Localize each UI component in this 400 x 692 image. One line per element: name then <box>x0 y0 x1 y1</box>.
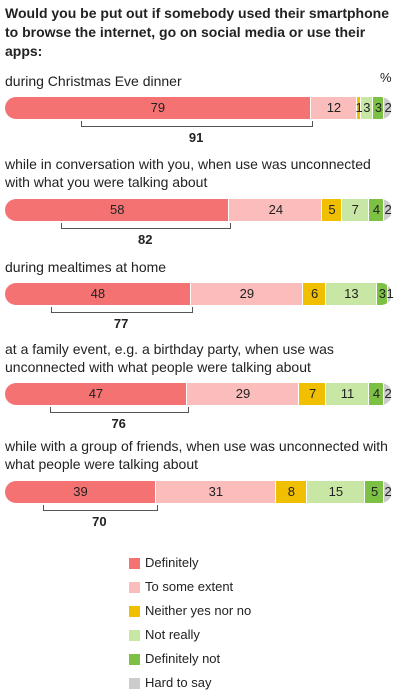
bar-segment <box>376 283 389 305</box>
bar-segment <box>388 283 392 305</box>
value-label: 31 <box>208 484 224 499</box>
value-label: 47 <box>88 386 104 401</box>
bar-track <box>5 383 392 405</box>
legend-swatch <box>129 630 140 641</box>
bracket <box>51 307 193 313</box>
bar-segment <box>5 199 230 221</box>
bar-segment <box>155 481 276 503</box>
bar-segment <box>5 481 156 503</box>
bracket <box>50 407 189 413</box>
bar-segment <box>186 383 300 405</box>
bar-segment <box>302 283 327 305</box>
bar-segment <box>5 283 191 305</box>
bar-segment <box>384 199 392 221</box>
bar-segment <box>322 199 342 221</box>
bar-segment <box>372 97 385 119</box>
bar-segment <box>229 199 323 221</box>
value-label: 4 <box>372 386 381 401</box>
legend-label: Hard to say <box>145 675 212 690</box>
legend-swatch <box>129 654 140 665</box>
legend-swatch <box>129 678 140 689</box>
bar-track <box>5 481 392 503</box>
value-label: 3 <box>378 286 386 301</box>
category-label: during Christmas Eve dinner <box>5 73 182 89</box>
category-label: at a family event, e.g. a birthday party… <box>5 341 334 375</box>
legend-swatch <box>129 558 140 569</box>
value-label: 2 <box>384 100 392 115</box>
value-label: 3 <box>374 100 383 115</box>
value-label: 24 <box>268 202 284 217</box>
value-label: 1 <box>386 286 394 301</box>
value-label: 5 <box>328 202 336 217</box>
bar-segment <box>310 97 358 119</box>
bar-segment <box>326 383 369 405</box>
category-label: during mealtimes at home <box>5 259 167 275</box>
value-label: 4 <box>372 202 381 217</box>
bar-segment <box>5 97 311 119</box>
bar-segment <box>275 481 307 503</box>
value-label: 2 <box>384 484 392 499</box>
value-label: 13 <box>344 286 359 301</box>
bar-segment <box>368 199 385 221</box>
bar-segment <box>5 383 187 405</box>
value-label: 7 <box>309 386 317 401</box>
bar-track <box>5 199 392 221</box>
bar-segment <box>364 481 385 503</box>
category-label: while with a group of friends, when use … <box>5 438 388 472</box>
category-label: while in conversation with you, when use… <box>5 156 371 190</box>
bar-segment <box>306 481 365 503</box>
legend-swatch <box>129 606 140 617</box>
value-label: 6 <box>310 286 319 301</box>
value-label: 2 <box>384 386 392 401</box>
value-label: 3 <box>363 100 371 115</box>
value-label: 8 <box>287 484 295 499</box>
bar-track <box>5 283 392 305</box>
bracket <box>61 223 232 229</box>
bar-track <box>5 97 392 119</box>
bar-segment <box>361 97 373 119</box>
chart-title: Would you be put out if somebody used th… <box>5 5 389 59</box>
bracket <box>42 505 158 511</box>
total-label: 76 <box>111 416 126 431</box>
bar-segment <box>341 199 369 221</box>
bar-segment <box>299 383 327 405</box>
bar-segment <box>190 283 303 305</box>
bar-segment <box>384 481 392 503</box>
bracket <box>81 121 313 127</box>
legend-label: Not really <box>145 627 200 642</box>
value-label: 29 <box>235 386 251 401</box>
bar-segment <box>368 383 385 405</box>
legend-label: To some extent <box>145 579 234 594</box>
legend-label: Neither yes nor no <box>145 603 252 618</box>
value-label: 1 <box>355 100 363 115</box>
value-label: 58 <box>109 202 125 217</box>
bar-segment <box>384 383 392 405</box>
value-label: 11 <box>340 386 355 401</box>
value-label: 48 <box>90 286 106 301</box>
value-label: 7 <box>351 202 359 217</box>
value-label: 39 <box>73 484 88 499</box>
bar-segment <box>384 97 392 119</box>
legend-swatch <box>129 582 140 593</box>
value-label: 5 <box>370 484 379 499</box>
legend-label: Definitely <box>145 555 199 570</box>
value-label: 12 <box>326 100 342 115</box>
bar-segment <box>326 283 377 305</box>
value-label: 29 <box>239 286 255 301</box>
total-label: 82 <box>138 232 153 247</box>
total-label: 77 <box>113 316 129 331</box>
legend-label: Definitely not <box>145 651 221 666</box>
value-label: 79 <box>150 100 166 115</box>
total-label: 91 <box>188 130 204 145</box>
total-label: 70 <box>92 514 107 529</box>
value-label: 2 <box>384 202 392 217</box>
bar-segment <box>357 97 362 119</box>
value-label: 15 <box>328 484 344 499</box>
unit-label: % <box>380 70 392 85</box>
